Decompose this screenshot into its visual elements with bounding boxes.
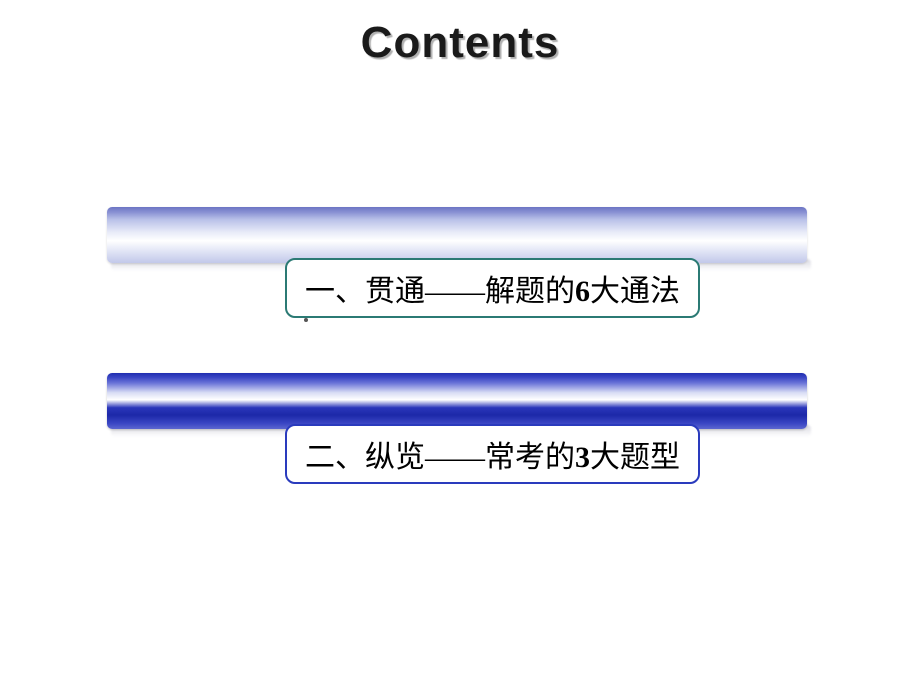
section-1 bbox=[107, 207, 807, 263]
section-2-num: 3 bbox=[575, 441, 590, 474]
page-title: Contents bbox=[361, 18, 560, 67]
section-1-suffix: 大通法 bbox=[590, 275, 680, 308]
bar-1 bbox=[107, 207, 807, 263]
bar-2 bbox=[107, 373, 807, 429]
section-2-suffix: 大题型 bbox=[590, 441, 680, 474]
page-title-container: Contents bbox=[0, 18, 920, 68]
section-1-num: 6 bbox=[575, 275, 590, 308]
section-2 bbox=[107, 373, 807, 429]
section-1-prefix: 一、贯通——解题的 bbox=[305, 275, 575, 308]
center-dot bbox=[304, 318, 308, 322]
section-2-prefix: 二、纵览——常考的 bbox=[305, 441, 575, 474]
section-2-label: 二、纵览——常考的3大题型 bbox=[285, 424, 700, 484]
section-1-label: 一、贯通——解题的6大通法 bbox=[285, 258, 700, 318]
